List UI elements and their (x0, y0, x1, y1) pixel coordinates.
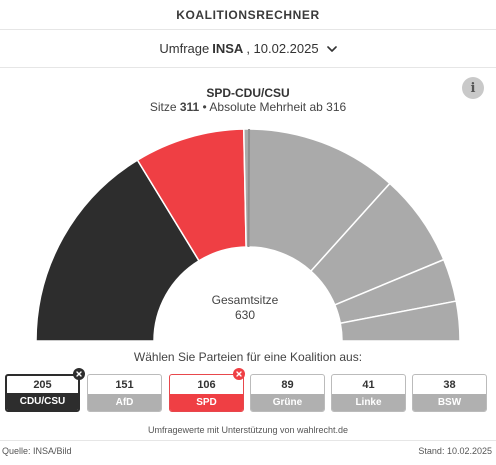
party-card-spd[interactable]: 106 SPD (169, 374, 244, 412)
coalition-prompt: Wählen Sie Parteien für eine Koalition a… (133, 350, 363, 364)
majority-text: • Absolute Mehrheit ab 316 (202, 100, 347, 114)
party-name: SPD (170, 394, 243, 411)
poll-institute: INSA (212, 41, 244, 56)
party-name: Grüne (251, 394, 324, 411)
poll-selector[interactable]: Umfrage INSA , 10.02.2025 (0, 30, 496, 68)
hemicycle-slice-bsw (339, 300, 461, 342)
footer-source: Quelle: INSA/Bild (2, 446, 72, 456)
party-seats: 106 (197, 379, 216, 391)
remove-cdu-csu-icon[interactable] (73, 368, 85, 380)
footer: Quelle: INSA/Bild Stand: 10.02.2025 (0, 440, 496, 459)
hemicycle-slice-cdu-csu (35, 159, 201, 342)
party-seats: 89 (281, 379, 294, 391)
party-name: BSW (413, 394, 486, 411)
party-name: CDU/CSU (7, 393, 78, 410)
coalition-title: SPD-CDU/CSU (206, 86, 290, 100)
app-title: KOALITIONSRECHNER (0, 0, 496, 30)
party-card-linke[interactable]: 41 Linke (331, 374, 406, 412)
party-seats: 41 (362, 379, 375, 391)
party-seats: 151 (115, 379, 134, 391)
coalition-seats: 311 (179, 100, 200, 114)
poll-date: , 10.02.2025 (246, 41, 319, 56)
party-card-gruene[interactable]: 89 Grüne (250, 374, 325, 412)
hemicycle-slice-afd (243, 128, 391, 273)
total-seats-value: 630 (234, 308, 256, 322)
total-seats-label: Gesamtsitze (211, 293, 279, 307)
party-card-cdu-csu[interactable]: 205 CDU/CSU (5, 374, 80, 412)
party-card-afd[interactable]: 151 AfD (87, 374, 162, 412)
total-seats: Gesamtsitze 630 (170, 293, 320, 323)
footer-date: Stand: 10.02.2025 (418, 446, 492, 456)
party-card-bsw[interactable]: 38 BSW (412, 374, 487, 412)
coalition-seats-line: Sitze 311 • Absolute Mehrheit ab 316 (0, 100, 496, 114)
party-seats: 38 (443, 379, 456, 391)
info-icon[interactable]: i (462, 77, 484, 99)
hemicycle-chart (35, 128, 461, 342)
chevron-down-icon (326, 45, 337, 52)
majority-marker (247, 128, 251, 248)
party-seats: 205 (33, 379, 52, 391)
data-support-note: Umfragewerte mit Unterstützung von wahlr… (147, 425, 349, 435)
poll-prefix: Umfrage (159, 41, 210, 56)
party-cards: 205 CDU/CSU 151 AfD 106 SPD 89 Grüne 41 … (5, 368, 491, 414)
remove-spd-icon[interactable] (233, 368, 245, 380)
party-name: AfD (88, 394, 161, 411)
party-name: Linke (332, 394, 405, 411)
seats-label: Sitze (149, 100, 177, 114)
